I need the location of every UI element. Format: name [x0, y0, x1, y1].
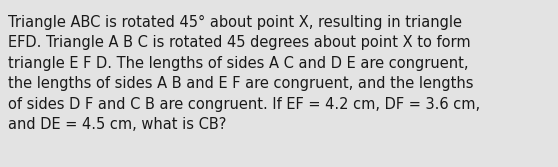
Text: Triangle ABC is rotated 45° about point X, resulting in triangle
EFD. Triangle A: Triangle ABC is rotated 45° about point … [8, 15, 480, 132]
